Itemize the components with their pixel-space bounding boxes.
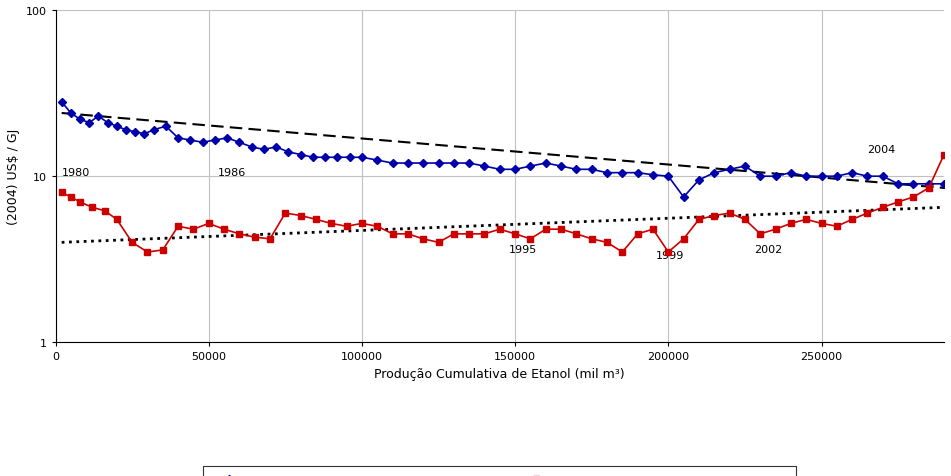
X-axis label: Produção Cumulativa de Etanol (mil m³): Produção Cumulativa de Etanol (mil m³): [375, 367, 625, 380]
Legend: Preços do etanol no Brasil, tendência (preços da gasolina de Roterdam), Preços d: Preços do etanol no Brasil, tendência (p…: [204, 466, 796, 476]
Text: 2004: 2004: [867, 145, 896, 155]
Text: 1999: 1999: [656, 251, 685, 261]
Text: 1980: 1980: [62, 168, 90, 178]
Text: 1986: 1986: [218, 168, 246, 178]
Text: 1995: 1995: [509, 245, 537, 255]
Y-axis label: (2004) US$ / GJ: (2004) US$ / GJ: [7, 129, 20, 225]
Text: 2002: 2002: [754, 245, 783, 255]
